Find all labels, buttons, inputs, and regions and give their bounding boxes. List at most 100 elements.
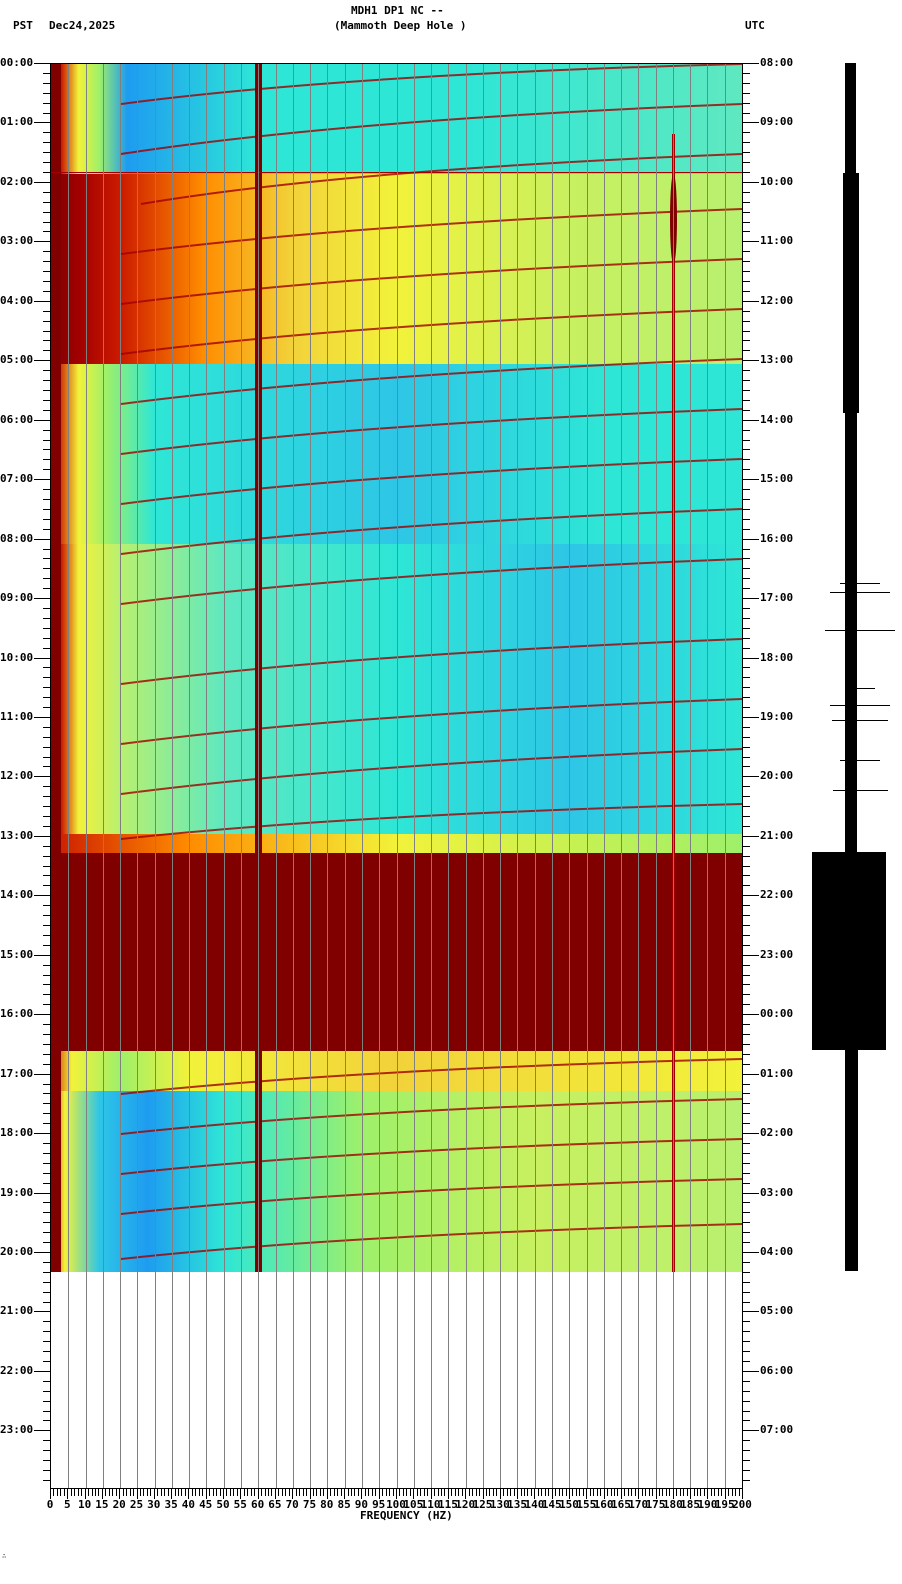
x-tick bbox=[683, 1489, 685, 1496]
right-hour-tick bbox=[743, 1192, 759, 1194]
right-hour-tick bbox=[743, 657, 759, 659]
x-tick-label: 170 bbox=[628, 1498, 649, 1511]
left-minor-tick bbox=[43, 964, 50, 966]
right-minor-tick bbox=[743, 508, 750, 510]
right-minor-tick bbox=[743, 1152, 750, 1154]
right-hour-tick bbox=[743, 1311, 759, 1313]
x-tick bbox=[690, 1489, 692, 1499]
right-minor-tick bbox=[743, 667, 750, 669]
x-tick bbox=[344, 1489, 346, 1499]
left-minor-tick bbox=[43, 1301, 50, 1303]
gridline-60hz bbox=[258, 64, 260, 1488]
x-tick bbox=[437, 1489, 439, 1496]
left-time-label: 01:00 bbox=[0, 115, 34, 129]
x-tick bbox=[136, 1489, 138, 1499]
left-minor-tick bbox=[43, 915, 50, 917]
right-minor-tick bbox=[743, 1162, 750, 1164]
left-hour-tick bbox=[34, 1311, 50, 1313]
right-minor-tick bbox=[743, 1202, 750, 1204]
x-tick bbox=[281, 1489, 283, 1496]
right-hour-tick bbox=[743, 895, 759, 897]
right-minor-tick bbox=[743, 588, 750, 590]
left-hour-tick bbox=[34, 598, 50, 600]
x-tick bbox=[240, 1489, 242, 1499]
left-minor-tick bbox=[43, 637, 50, 639]
right-minor-tick bbox=[743, 72, 750, 74]
left-minor-tick bbox=[43, 350, 50, 352]
right-minor-tick bbox=[743, 1113, 750, 1115]
x-tick bbox=[378, 1489, 380, 1499]
right-minor-tick bbox=[743, 409, 750, 411]
left-minor-tick bbox=[43, 1242, 50, 1244]
right-minor-tick bbox=[743, 905, 750, 907]
x-tick-label: 165 bbox=[610, 1498, 631, 1511]
right-time-label: 08:00 bbox=[760, 56, 794, 69]
left-minor-tick bbox=[43, 280, 50, 282]
gridline-45hz bbox=[206, 64, 208, 1488]
left-minor-tick bbox=[43, 1043, 50, 1045]
x-tick bbox=[375, 1489, 377, 1496]
left-minor-tick bbox=[43, 1351, 50, 1353]
right-minor-tick bbox=[743, 1291, 750, 1293]
left-time-label: 02:00 bbox=[0, 174, 34, 188]
right-minor-tick bbox=[743, 191, 750, 193]
left-minor-tick bbox=[43, 1420, 50, 1422]
left-minor-tick bbox=[43, 171, 50, 173]
x-tick bbox=[693, 1489, 695, 1496]
left-minor-tick bbox=[43, 429, 50, 431]
x-tick-label: 110 bbox=[420, 1498, 441, 1511]
right-timezone: UTC bbox=[745, 19, 765, 32]
left-minor-tick bbox=[43, 865, 50, 867]
right-minor-tick bbox=[743, 330, 750, 332]
gridline-165hz bbox=[621, 64, 623, 1488]
left-minor-tick bbox=[43, 885, 50, 887]
gridline-185hz bbox=[690, 64, 692, 1488]
right-time-label: 18:00 bbox=[760, 650, 794, 664]
x-tick bbox=[409, 1489, 411, 1496]
gridline-50hz bbox=[223, 64, 225, 1488]
x-tick bbox=[285, 1489, 287, 1496]
right-time-label: 12:00 bbox=[760, 293, 794, 307]
x-tick bbox=[226, 1489, 228, 1496]
x-tick bbox=[638, 1489, 640, 1499]
left-minor-tick bbox=[43, 1400, 50, 1402]
left-hour-tick bbox=[34, 657, 50, 659]
x-tick bbox=[264, 1489, 266, 1496]
left-minor-tick bbox=[43, 1182, 50, 1184]
gridline-15hz bbox=[102, 64, 104, 1488]
right-minor-tick bbox=[743, 1182, 750, 1184]
left-minor-tick bbox=[43, 1113, 50, 1115]
x-tick-label: 80 bbox=[320, 1498, 334, 1511]
right-minor-tick bbox=[743, 162, 750, 164]
x-tick bbox=[620, 1489, 622, 1499]
waveform-spike bbox=[832, 720, 888, 721]
x-tick bbox=[267, 1489, 269, 1496]
gridline-155hz bbox=[586, 64, 588, 1488]
x-tick-label: 145 bbox=[541, 1498, 562, 1511]
left-minor-tick bbox=[43, 1034, 50, 1036]
left-minor-tick bbox=[43, 588, 50, 590]
x-tick bbox=[167, 1489, 169, 1496]
x-tick bbox=[257, 1489, 259, 1499]
x-tick-label: 55 bbox=[233, 1498, 247, 1511]
right-time-label: 01:00 bbox=[760, 1066, 794, 1080]
gridline-115hz bbox=[448, 64, 450, 1488]
right-minor-tick bbox=[743, 1212, 750, 1214]
x-tick bbox=[216, 1489, 218, 1496]
left-minor-tick bbox=[43, 1479, 50, 1481]
left-minor-tick bbox=[43, 1083, 50, 1085]
x-tick bbox=[555, 1489, 557, 1496]
x-tick bbox=[143, 1489, 145, 1496]
left-minor-tick bbox=[43, 1232, 50, 1234]
x-tick-label: 35 bbox=[164, 1498, 178, 1511]
x-tick bbox=[416, 1489, 418, 1496]
gridline-190hz bbox=[707, 64, 709, 1488]
right-minor-tick bbox=[743, 925, 750, 927]
x-tick bbox=[465, 1489, 467, 1499]
left-minor-tick bbox=[43, 1281, 50, 1283]
left-hour-tick bbox=[34, 716, 50, 718]
right-minor-tick bbox=[743, 647, 750, 649]
right-time-label: 13:00 bbox=[760, 353, 794, 367]
x-tick bbox=[139, 1489, 141, 1496]
right-minor-tick bbox=[743, 251, 750, 253]
